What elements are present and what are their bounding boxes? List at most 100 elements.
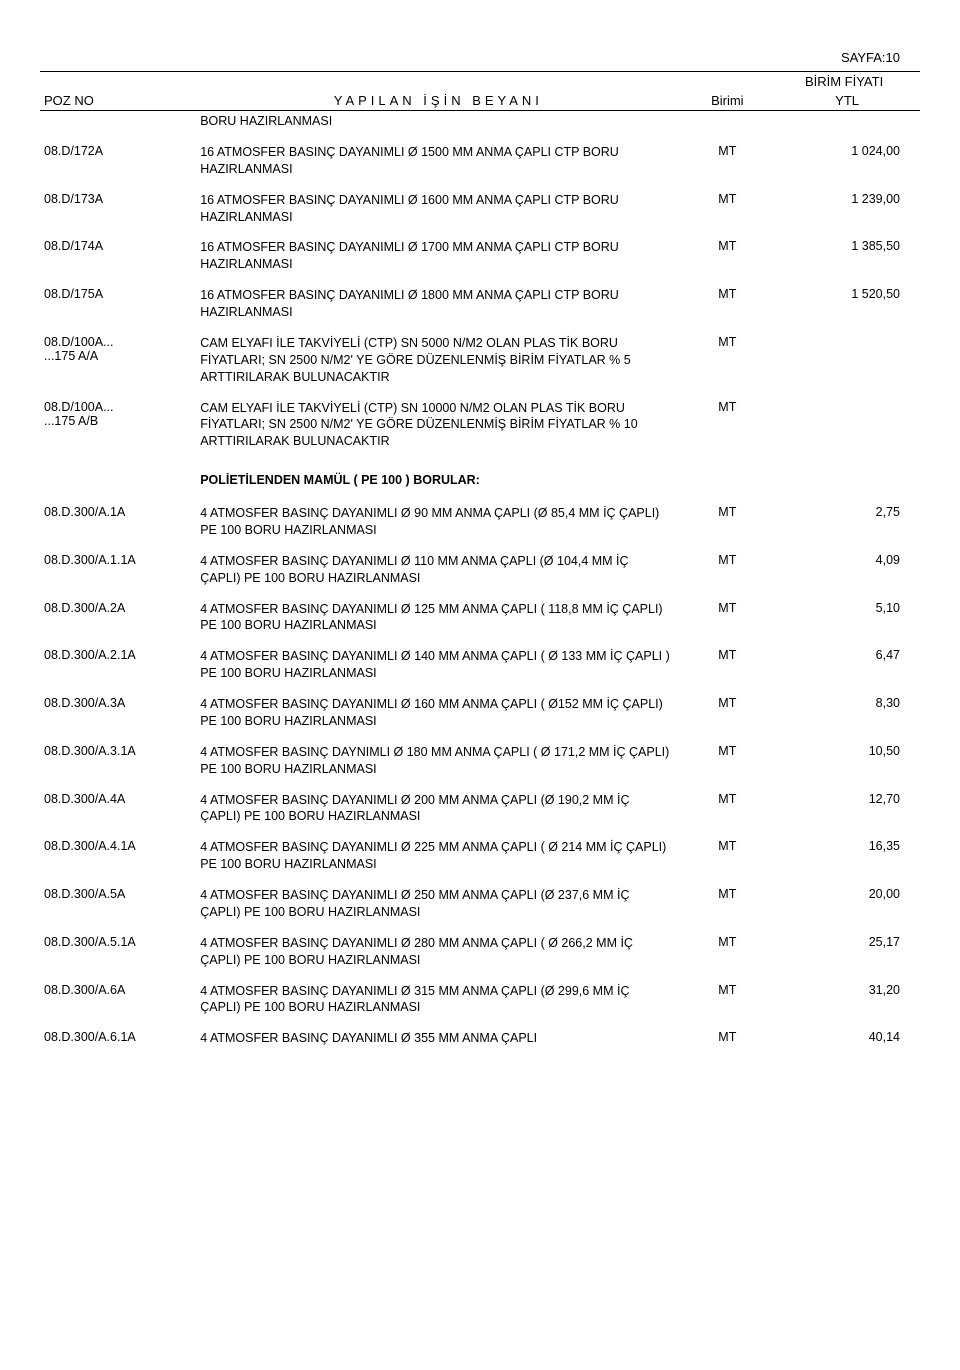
cell-desc: 4 ATMOSFER BASINÇ DAYANIMLI Ø 280 MM ANM… <box>196 925 680 973</box>
table-row: 08.D/172A16 ATMOSFER BASINÇ DAYANIMLI Ø … <box>40 134 920 182</box>
cell-desc: 16 ATMOSFER BASINÇ DAYANIMLI Ø 1600 MM A… <box>196 182 680 230</box>
cell-unit <box>680 454 774 495</box>
cell-price: 40,14 <box>774 1020 920 1051</box>
cell-unit: MT <box>680 134 774 182</box>
cell-desc: CAM ELYAFI İLE TAKVİYELİ (CTP) SN 5000 N… <box>196 325 680 390</box>
cell-desc: 16 ATMOSFER BASINÇ DAYANIMLI Ø 1800 MM A… <box>196 277 680 325</box>
table-row: BORU HAZIRLANMASI <box>40 111 920 134</box>
col-header-desc: YAPILAN İŞİN BEYANI <box>196 72 680 111</box>
col-header-price-top: BİRİM FİYATI <box>774 72 920 92</box>
cell-price: 1 239,00 <box>774 182 920 230</box>
cell-unit: MT <box>680 734 774 782</box>
table-row: 08.D.300/A.5.1A4 ATMOSFER BASINÇ DAYANIM… <box>40 925 920 973</box>
table-row: 08.D/100A... ...175 A/ACAM ELYAFI İLE TA… <box>40 325 920 390</box>
cell-desc: BORU HAZIRLANMASI <box>196 111 680 134</box>
price-table: POZ NO YAPILAN İŞİN BEYANI Birimi BİRİM … <box>40 71 920 1051</box>
cell-price <box>774 390 920 455</box>
table-row: 08.D.300/A.2.1A4 ATMOSFER BASINÇ DAYANIM… <box>40 638 920 686</box>
cell-desc: CAM ELYAFI İLE TAKVİYELİ (CTP) SN 10000 … <box>196 390 680 455</box>
cell-poz: 08.D.300/A.3A <box>40 686 196 734</box>
cell-poz: 08.D.300/A.3.1A <box>40 734 196 782</box>
cell-desc: 16 ATMOSFER BASINÇ DAYANIMLI Ø 1700 MM A… <box>196 229 680 277</box>
cell-price: 31,20 <box>774 973 920 1021</box>
cell-poz: 08.D.300/A.2A <box>40 591 196 639</box>
cell-price: 1 024,00 <box>774 134 920 182</box>
cell-poz: 08.D/172A <box>40 134 196 182</box>
cell-desc: 4 ATMOSFER BASINÇ DAYANIMLI Ø 315 MM ANM… <box>196 973 680 1021</box>
cell-unit: MT <box>680 973 774 1021</box>
cell-poz: 08.D/175A <box>40 277 196 325</box>
cell-poz: 08.D.300/A.4A <box>40 782 196 830</box>
cell-poz: 08.D.300/A.1A <box>40 495 196 543</box>
table-row: POLİETİLENDEN MAMÜL ( PE 100 ) BORULAR: <box>40 454 920 495</box>
cell-unit: MT <box>680 877 774 925</box>
cell-poz: 08.D.300/A.2.1A <box>40 638 196 686</box>
cell-poz: 08.D/173A <box>40 182 196 230</box>
cell-desc: 4 ATMOSFER BASINÇ DAYANIMLI Ø 160 MM ANM… <box>196 686 680 734</box>
table-row: 08.D.300/A.6.1A4 ATMOSFER BASINÇ DAYANIM… <box>40 1020 920 1051</box>
cell-price: 4,09 <box>774 543 920 591</box>
table-row: 08.D/175A16 ATMOSFER BASINÇ DAYANIMLI Ø … <box>40 277 920 325</box>
cell-desc: 4 ATMOSFER BASINÇ DAYANIMLI Ø 200 MM ANM… <box>196 782 680 830</box>
table-row: 08.D.300/A.6A4 ATMOSFER BASINÇ DAYANIMLI… <box>40 973 920 1021</box>
cell-poz: 08.D/100A... ...175 A/B <box>40 390 196 455</box>
cell-unit: MT <box>680 543 774 591</box>
cell-price <box>774 325 920 390</box>
cell-poz: 08.D.300/A.6.1A <box>40 1020 196 1051</box>
cell-unit: MT <box>680 277 774 325</box>
cell-unit: MT <box>680 390 774 455</box>
cell-unit <box>680 111 774 134</box>
cell-desc: 4 ATMOSFER BASINÇ DAYANIMLI Ø 110 MM ANM… <box>196 543 680 591</box>
cell-unit: MT <box>680 1020 774 1051</box>
cell-price: 8,30 <box>774 686 920 734</box>
cell-unit: MT <box>680 638 774 686</box>
cell-unit: MT <box>680 325 774 390</box>
price-table-body: BORU HAZIRLANMASI08.D/172A16 ATMOSFER BA… <box>40 111 920 1052</box>
cell-price: 2,75 <box>774 495 920 543</box>
table-row: 08.D.300/A.3.1A4 ATMOSFER BASINÇ DAYNIML… <box>40 734 920 782</box>
table-row: 08.D.300/A.4.1A4 ATMOSFER BASINÇ DAYANIM… <box>40 829 920 877</box>
cell-desc: 4 ATMOSFER BASINÇ DAYANIMLI Ø 140 MM ANM… <box>196 638 680 686</box>
col-header-price-bottom: YTL <box>774 91 920 111</box>
cell-poz: 08.D.300/A.5.1A <box>40 925 196 973</box>
cell-unit: MT <box>680 182 774 230</box>
cell-price <box>774 111 920 134</box>
cell-price: 1 520,50 <box>774 277 920 325</box>
cell-unit: MT <box>680 829 774 877</box>
table-row: 08.D.300/A.2A4 ATMOSFER BASINÇ DAYANIMLI… <box>40 591 920 639</box>
cell-poz <box>40 454 196 495</box>
cell-unit: MT <box>680 229 774 277</box>
cell-unit: MT <box>680 495 774 543</box>
cell-price: 12,70 <box>774 782 920 830</box>
cell-desc: 4 ATMOSFER BASINÇ DAYANIMLI Ø 225 MM ANM… <box>196 829 680 877</box>
cell-price: 16,35 <box>774 829 920 877</box>
cell-price: 20,00 <box>774 877 920 925</box>
cell-poz: 08.D.300/A.1.1A <box>40 543 196 591</box>
cell-price: 1 385,50 <box>774 229 920 277</box>
table-row: 08.D.300/A.3A4 ATMOSFER BASINÇ DAYANIMLI… <box>40 686 920 734</box>
table-row: 08.D.300/A.4A4 ATMOSFER BASINÇ DAYANIMLI… <box>40 782 920 830</box>
cell-unit: MT <box>680 591 774 639</box>
cell-poz: 08.D.300/A.5A <box>40 877 196 925</box>
cell-desc: 4 ATMOSFER BASINÇ DAYANIMLI Ø 125 MM ANM… <box>196 591 680 639</box>
cell-price: 10,50 <box>774 734 920 782</box>
cell-desc: 4 ATMOSFER BASINÇ DAYANIMLI Ø 90 MM ANMA… <box>196 495 680 543</box>
table-row: 08.D/173A16 ATMOSFER BASINÇ DAYANIMLI Ø … <box>40 182 920 230</box>
cell-price: 5,10 <box>774 591 920 639</box>
cell-price: 25,17 <box>774 925 920 973</box>
cell-unit: MT <box>680 782 774 830</box>
cell-desc: 4 ATMOSFER BASINÇ DAYANIMLI Ø 250 MM ANM… <box>196 877 680 925</box>
cell-desc: 16 ATMOSFER BASINÇ DAYANIMLI Ø 1500 MM A… <box>196 134 680 182</box>
table-row: 08.D.300/A.1A4 ATMOSFER BASINÇ DAYANIMLI… <box>40 495 920 543</box>
cell-poz: 08.D/174A <box>40 229 196 277</box>
cell-unit: MT <box>680 925 774 973</box>
cell-desc: 4 ATMOSFER BASINÇ DAYANIMLI Ø 355 MM ANM… <box>196 1020 680 1051</box>
cell-poz: 08.D.300/A.4.1A <box>40 829 196 877</box>
col-header-poz: POZ NO <box>40 72 196 111</box>
table-row: 08.D.300/A.5A4 ATMOSFER BASINÇ DAYANIMLI… <box>40 877 920 925</box>
table-row: 08.D/174A16 ATMOSFER BASINÇ DAYANIMLI Ø … <box>40 229 920 277</box>
col-header-unit: Birimi <box>680 72 774 111</box>
cell-price: 6,47 <box>774 638 920 686</box>
document-page: SAYFA:10 POZ NO YAPILAN İŞİN BEYANI Biri… <box>0 0 960 1370</box>
cell-price <box>774 454 920 495</box>
